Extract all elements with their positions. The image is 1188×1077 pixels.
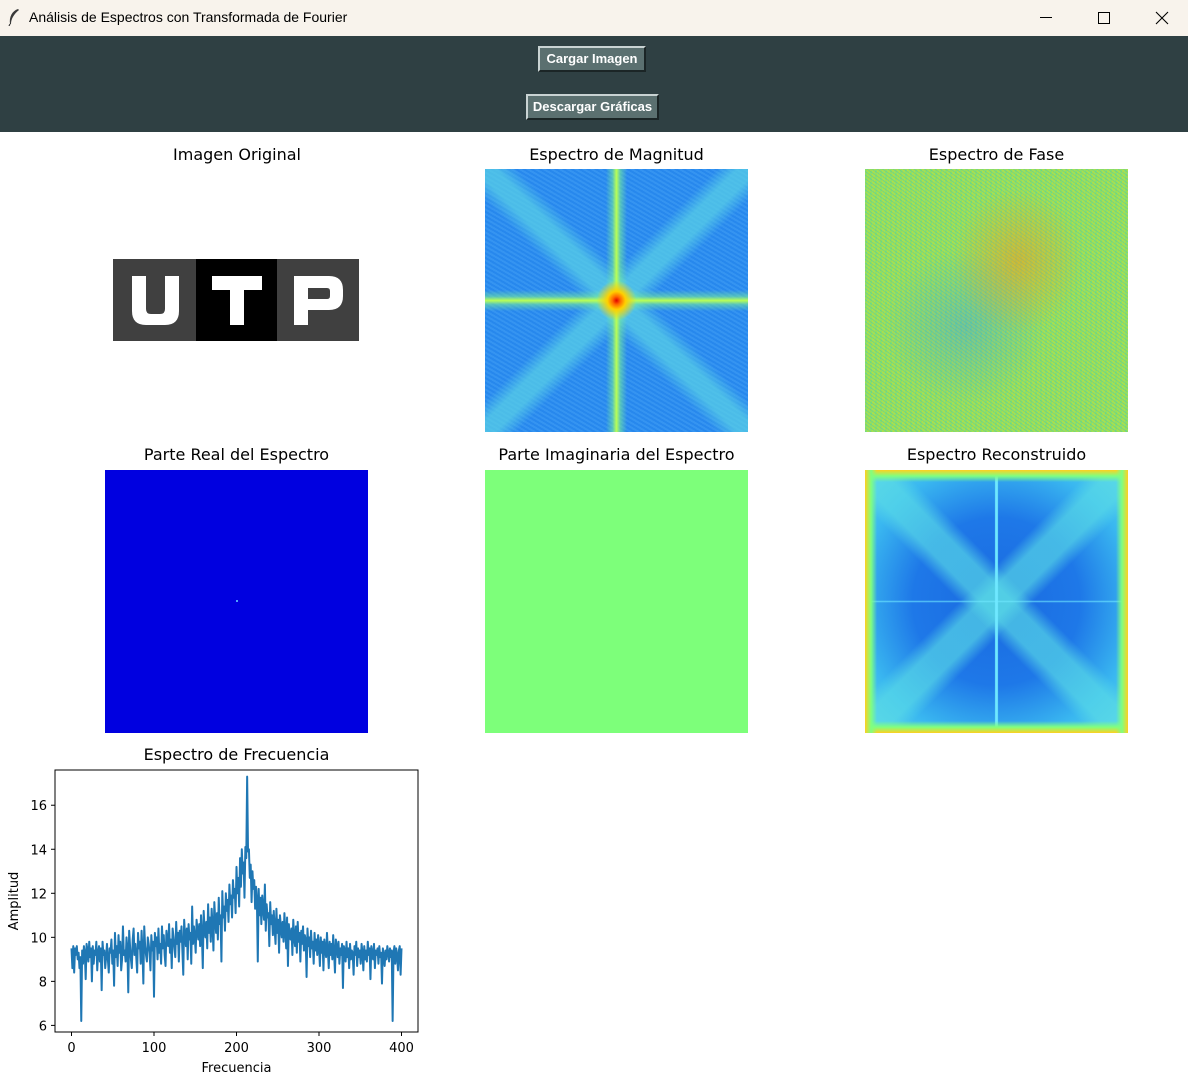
y-tick-label: 6 bbox=[39, 1019, 47, 1034]
panel-title-real: Parte Real del Espectro bbox=[143, 445, 330, 464]
download-charts-button[interactable]: Descargar Gráficas bbox=[526, 94, 659, 120]
y-tick-label: 14 bbox=[30, 843, 47, 858]
panel-title-magnitude: Espectro de Magnitud bbox=[529, 145, 704, 164]
panel-title-imag: Parte Imaginaria del Espectro bbox=[498, 445, 735, 464]
series-line bbox=[70, 775, 403, 1022]
frequency-chart: 0 100 200 300 400 6 8 10 12 14 16 Frecuencia Amplitu… bbox=[7, 769, 419, 1076]
x-axis-label: Frecuencia bbox=[202, 1061, 272, 1076]
title-bar: Análisis de Espectros con Transformada d… bbox=[0, 0, 1188, 36]
reconstructed-spectrum-image bbox=[865, 470, 1128, 733]
panel-title-original: Imagen Original bbox=[173, 145, 301, 164]
y-tick-label: 10 bbox=[30, 931, 47, 946]
minimize-icon bbox=[1040, 17, 1052, 18]
close-icon bbox=[1155, 11, 1169, 25]
x-tick-label: 100 bbox=[142, 1041, 167, 1056]
panel-title-frequency: Espectro de Frecuencia bbox=[143, 745, 330, 764]
close-button[interactable] bbox=[1133, 0, 1188, 36]
load-image-button[interactable]: Cargar Imagen bbox=[538, 46, 646, 72]
magnitude-spectrum-image bbox=[485, 169, 748, 432]
minimize-button[interactable] bbox=[1017, 0, 1075, 36]
utp-logo bbox=[113, 259, 359, 341]
feather-icon bbox=[8, 9, 19, 26]
y-axis-label: Amplitud bbox=[7, 872, 22, 931]
x-tick-label: 0 bbox=[67, 1041, 75, 1056]
window-title: Análisis de Espectros con Transformada d… bbox=[29, 9, 348, 25]
y-tick-label: 16 bbox=[30, 799, 47, 814]
maximize-icon bbox=[1098, 12, 1110, 24]
y-tick-label: 8 bbox=[39, 975, 47, 990]
panel-title-phase: Espectro de Fase bbox=[928, 145, 1065, 164]
panel-title-recon: Espectro Reconstruido bbox=[906, 445, 1087, 464]
x-tick-label: 200 bbox=[224, 1041, 249, 1056]
toolbar: Cargar Imagen Descargar Gráficas bbox=[0, 36, 1188, 132]
x-tick-label: 400 bbox=[389, 1041, 414, 1056]
x-tick-label: 300 bbox=[307, 1041, 332, 1056]
maximize-button[interactable] bbox=[1075, 0, 1133, 36]
y-tick-label: 12 bbox=[30, 887, 47, 902]
center-point bbox=[236, 600, 238, 602]
real-part-image bbox=[105, 470, 368, 733]
phase-spectrum-image bbox=[865, 169, 1128, 432]
imaginary-part-image bbox=[485, 470, 748, 733]
